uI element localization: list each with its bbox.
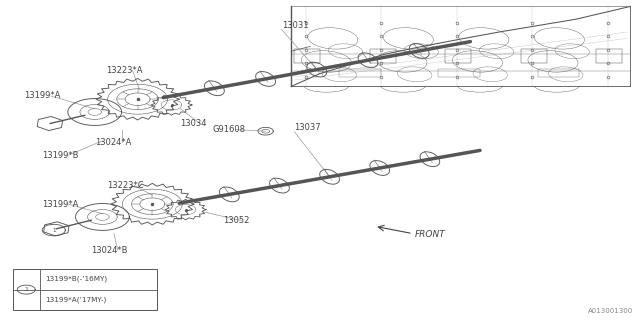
Text: 13199*A(’17MY-): 13199*A(’17MY-) <box>45 297 106 303</box>
Text: 13052: 13052 <box>223 216 249 225</box>
Bar <box>445 49 471 63</box>
Bar <box>339 69 381 77</box>
Bar <box>13 269 157 310</box>
Bar <box>294 49 320 63</box>
Text: 1: 1 <box>24 287 28 292</box>
Bar <box>538 69 579 77</box>
Text: FRONT: FRONT <box>415 230 445 239</box>
Text: 13024*A: 13024*A <box>95 138 131 147</box>
Text: 13199*B: 13199*B <box>42 151 78 160</box>
Text: G91608: G91608 <box>212 125 246 134</box>
Text: 13199*B(-’16MY): 13199*B(-’16MY) <box>45 276 107 283</box>
Text: 13223*C: 13223*C <box>108 181 144 190</box>
Text: 13034: 13034 <box>180 119 207 128</box>
Bar <box>370 49 396 63</box>
Text: A013001300: A013001300 <box>588 308 634 314</box>
Text: 13223*A: 13223*A <box>106 66 142 75</box>
Bar <box>596 49 622 63</box>
Bar <box>521 49 547 63</box>
Text: 13037: 13037 <box>294 124 321 132</box>
Text: 1: 1 <box>52 228 56 233</box>
Text: 13199*A: 13199*A <box>24 92 61 100</box>
Bar <box>438 69 480 77</box>
Text: 13031: 13031 <box>282 21 308 30</box>
Text: 13199*A: 13199*A <box>42 200 78 209</box>
Text: 13024*B: 13024*B <box>91 246 127 255</box>
